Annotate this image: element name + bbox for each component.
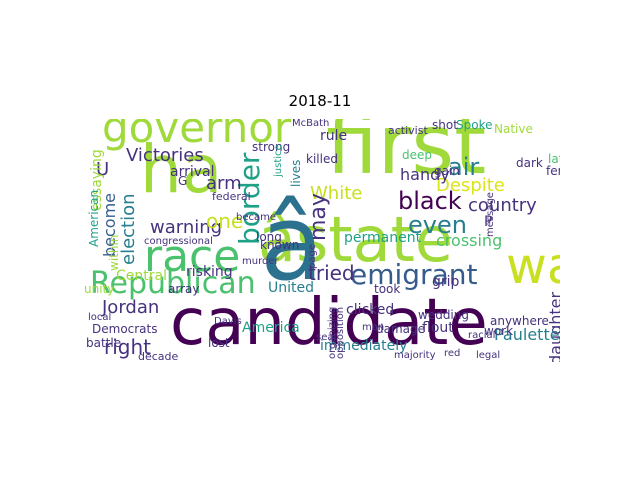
cloud-word-paulette: Paulette [494,325,560,344]
cloud-word-shot: shot [432,119,458,132]
cloud-word-risking: risking [186,264,233,280]
cloud-word-emigrant: emigrant [350,258,478,291]
cloud-word-u: U [96,159,110,180]
cloud-word-black: black [398,187,462,215]
cloud-word-a-hat: â [260,182,324,304]
cloud-word-tried: tried [308,261,355,285]
cloud-word-seat: seat [316,332,338,343]
cloud-word-became: became [236,212,277,223]
cloud-word-battle: battle [86,336,122,350]
cloud-word-arm: arm [206,173,242,194]
cloud-word-white: White [310,183,363,204]
cloud-word-legal: legal [476,350,501,361]
cloud-word-america: America [242,320,300,336]
cloud-word-democrats: Democrats [92,322,158,336]
cloud-word-murder: murder [242,256,279,267]
cloud-word-warning: warning [150,217,223,238]
cloud-word-g: G [178,174,188,188]
cloud-word-local: local [88,312,112,323]
cloud-word-election: election [118,193,139,265]
cloud-word-later: later [548,152,560,166]
cloud-word-may: may [306,193,331,241]
cloud-word-handy: handy [400,165,450,184]
cloud-word-majority: majority [394,350,436,361]
cloud-word-known: known [260,238,300,252]
cloud-word-republican: Republican [90,266,256,301]
cloud-word-female: female [546,164,560,178]
cloud-word-page: page [307,244,318,269]
cloud-word-central: Central [116,268,167,284]
cloud-word-wa: wa [506,237,560,295]
cloud-word-wedding: wedding [418,308,469,322]
cloud-word-candidate: candidate [170,286,488,360]
cloud-word-deep: deep [402,148,432,162]
cloud-word-congressional: congressional [144,236,213,247]
figure-title: 2018-11 [288,92,352,110]
cloud-word-justice: justice [273,144,284,177]
cloud-word-despite: Despite [436,175,505,196]
cloud-word-damage: damage [376,322,426,336]
cloud-word-state: âstate [258,203,454,276]
cloud-word-arrival: arrival [170,164,215,180]
cloud-word-country: country [468,195,537,216]
cloud-word-array: array [168,282,200,296]
cloud-word-federal: federal [212,190,251,203]
word-cloud: candidate âstate â first ha governor race Repub… [82,119,560,362]
cloud-word-racial: racial [468,330,496,341]
cloud-word-anywhere: anywhere [490,314,549,328]
cloud-word-strong: strong [252,140,291,154]
cloud-word-within: within [107,234,121,271]
cloud-word-grip: grip [432,274,460,290]
cloud-word-clicked: clicked [346,302,395,318]
cloud-word-dark: dark [516,156,543,170]
cloud-word-work: work [484,324,514,338]
cloud-word-race: race [144,231,241,282]
cloud-word-permanent: permanent [344,230,422,246]
cloud-word-lives: lives [289,159,303,187]
cloud-word-man: man [362,322,385,333]
cloud-word-killed: killed [306,152,338,166]
cloud-word-air: air [448,153,480,181]
cloud-word-davis: Davis [214,316,242,327]
cloud-word-activist: activist [388,124,428,137]
cloud-word-crossing: crossing [436,231,503,250]
cloud-word-governor: governor [102,119,292,152]
cloud-word-victories: Victories [126,145,204,166]
cloud-word-immediately: immediately [320,338,408,354]
cloud-word-united: United [268,280,314,296]
cloud-word-american: American [87,189,101,247]
cloud-word-took: took [374,282,401,296]
cloud-word-ha: ha [140,131,223,208]
cloud-word-red: red [444,348,461,359]
cloud-word-right: right [104,335,151,359]
cloud-word-mcbath: McBath [292,119,330,129]
cloud-word-lost: lost [208,336,230,350]
cloud-word-one: one [206,209,244,233]
cloud-word-native: Native [494,122,533,136]
cloud-word-decade: decade [138,350,179,362]
cloud-word-long: long [256,230,282,244]
cloud-word-unity: unity [84,282,115,296]
cloud-word-spoke: Spoke [456,119,493,132]
cloud-word-even: even [408,211,467,239]
cloud-word-jordan: Jordan [102,297,160,318]
cloud-word-opposition: opposition [335,306,346,359]
cloud-word-rule: rule [320,128,348,144]
cloud-word-p: P [484,214,493,230]
cloud-word-flout: flout [422,320,454,336]
cloud-word-first: first [326,119,487,193]
cloud-word-gain: gain [434,164,460,178]
